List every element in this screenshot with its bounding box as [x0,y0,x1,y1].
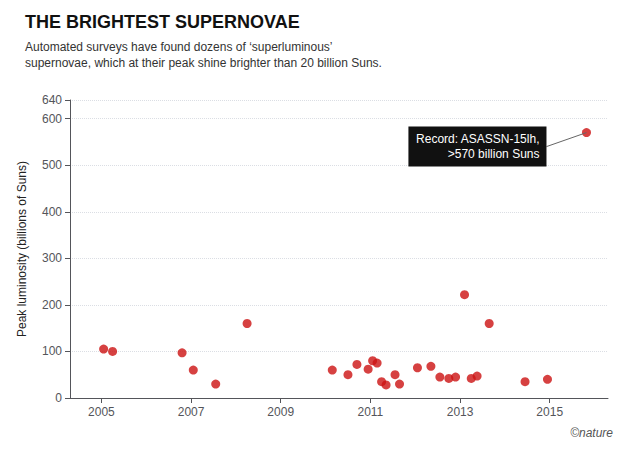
svg-text:2005: 2005 [88,405,115,419]
svg-text:Peak luminosity (billions of S: Peak luminosity (billions of Suns) [15,161,29,337]
svg-text:2015: 2015 [536,405,563,419]
svg-text:200: 200 [42,298,62,312]
svg-text:640: 640 [42,93,62,107]
svg-text:2013: 2013 [447,405,474,419]
svg-text:500: 500 [42,158,62,172]
svg-text:Record: ASASSN-15lh,: Record: ASASSN-15lh, [416,132,539,146]
svg-text:2007: 2007 [178,405,205,419]
svg-text:600: 600 [42,112,62,126]
svg-text:2011: 2011 [357,405,383,419]
svg-text:100: 100 [42,344,62,358]
svg-text:400: 400 [42,205,62,219]
svg-text:THE BRIGHTEST SUPERNOVAE: THE BRIGHTEST SUPERNOVAE [25,12,300,32]
svg-text:300: 300 [42,251,62,265]
svg-text:0: 0 [55,391,62,405]
svg-text:Automated surveys have found d: Automated surveys have found dozens of ‘… [25,40,333,54]
svg-text:2009: 2009 [267,405,294,419]
svg-text:>570 billion Suns: >570 billion Suns [448,147,540,161]
svg-text:supernovae, which at their pea: supernovae, which at their peak shine br… [25,56,382,70]
svg-text:©nature: ©nature [570,426,613,440]
